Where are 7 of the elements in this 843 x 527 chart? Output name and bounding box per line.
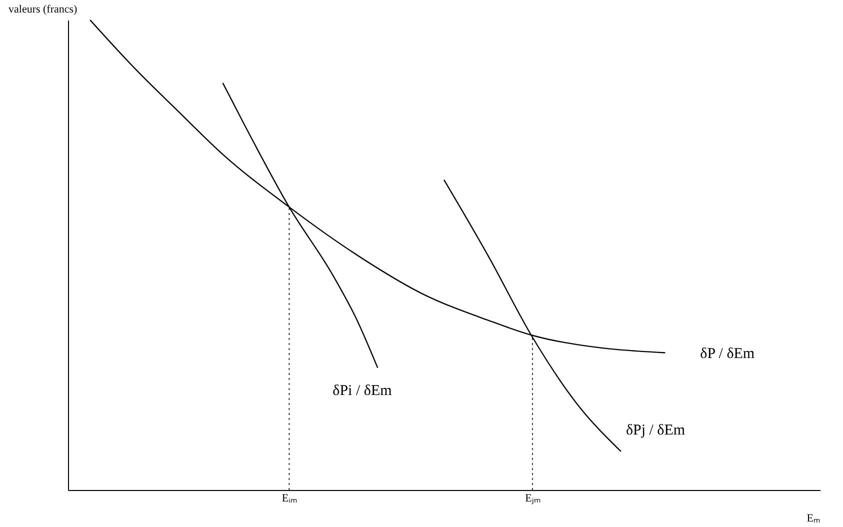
x-axis-title: Eₘ bbox=[806, 512, 820, 524]
y-axis-title: valeurs (francs) bbox=[8, 4, 78, 16]
x-tick-label: Eⱼₘ bbox=[525, 492, 541, 504]
series-label: δPj / δEm bbox=[626, 422, 686, 438]
text: δP / δEm bbox=[700, 346, 755, 362]
series-label: δPi / δEm bbox=[332, 382, 392, 399]
x-tick-label: Eᵢₘ bbox=[282, 492, 298, 504]
